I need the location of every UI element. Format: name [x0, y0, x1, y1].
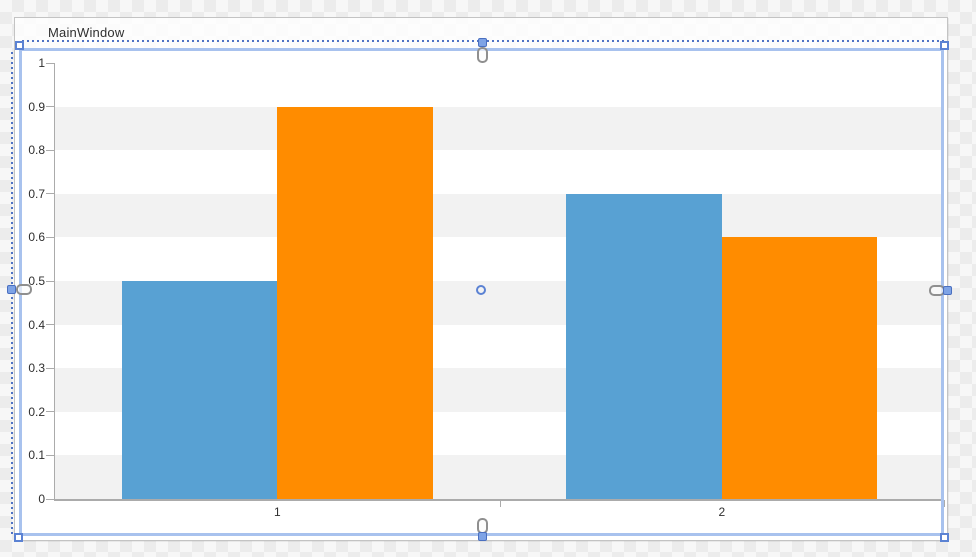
anchor-handle-left[interactable] — [7, 284, 32, 295]
anchor-handle-top[interactable] — [477, 38, 488, 63]
resize-handle-bottom-right[interactable] — [940, 533, 949, 542]
x-axis-label: 2 — [718, 505, 726, 519]
center-anchor-circle-icon[interactable] — [476, 285, 486, 295]
bar-blue-series-category-2 — [566, 193, 722, 499]
anchor-ring-icon — [477, 47, 488, 63]
bar-orange-series-category-2 — [721, 237, 878, 499]
grid-band — [55, 106, 944, 151]
anchor-handle-bottom[interactable] — [477, 518, 488, 543]
y-axis-label: 1 — [38, 56, 45, 70]
anchor-chain-icon-right — [943, 286, 952, 295]
anchor-handle-right[interactable] — [929, 285, 954, 296]
grid-band — [55, 63, 944, 107]
anchor-chain-icon-left — [7, 285, 16, 294]
y-axis-label: 0.7 — [28, 186, 45, 201]
y-axis-tick — [46, 324, 55, 326]
y-axis-tick — [46, 62, 55, 64]
x-axis-boundary-tick — [499, 500, 501, 507]
y-axis-label: 0.5 — [28, 274, 45, 288]
resize-handle-top-right[interactable] — [940, 41, 949, 50]
window-title-label[interactable]: MainWindow — [48, 25, 125, 40]
bar-blue-series-category-1 — [121, 281, 278, 499]
anchor-ring-icon — [16, 284, 32, 295]
bar-orange-series-category-1 — [277, 106, 433, 499]
grid-band — [55, 150, 944, 194]
y-axis-tick — [46, 149, 55, 151]
y-axis-label: 0.6 — [28, 230, 45, 245]
y-axis-label: 0.3 — [28, 361, 45, 376]
x-axis-label: 1 — [273, 505, 281, 519]
y-axis-tick — [46, 193, 55, 195]
y-axis-tick — [46, 498, 55, 500]
resize-handle-top-left[interactable] — [15, 41, 24, 50]
y-axis-label: 0.1 — [28, 448, 45, 463]
y-axis-tick — [46, 106, 55, 108]
y-axis-label: 0.9 — [28, 99, 45, 114]
grid-band — [55, 193, 944, 238]
x-axis-boundary-tick — [944, 500, 945, 507]
y-axis-tick — [46, 280, 55, 282]
y-axis-tick — [46, 236, 55, 238]
y-axis-tick — [46, 454, 55, 456]
y-axis-line — [54, 63, 55, 500]
y-axis-tick — [46, 367, 55, 369]
y-axis-tick — [46, 411, 55, 413]
y-axis-label: 0.8 — [28, 143, 45, 158]
x-axis-line — [54, 499, 944, 501]
y-axis-label: 0 — [38, 492, 45, 506]
y-axis-label: 0.2 — [28, 404, 45, 419]
anchor-chain-icon-top — [478, 38, 487, 47]
anchor-chain-icon-bottom — [478, 532, 487, 541]
resize-handle-bottom-left[interactable] — [14, 533, 23, 542]
y-axis-label: 0.4 — [28, 317, 45, 332]
